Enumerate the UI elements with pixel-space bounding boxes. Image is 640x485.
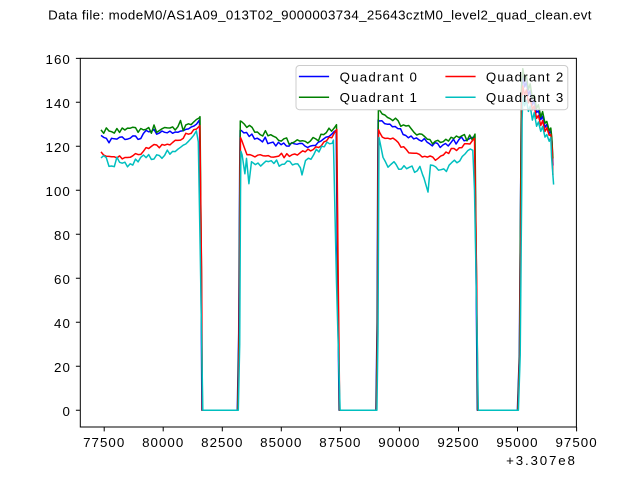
svg-text:95000: 95000 [496, 435, 538, 450]
svg-text:82500: 82500 [201, 435, 243, 450]
svg-text:Quadrant 3: Quadrant 3 [486, 90, 565, 105]
svg-text:60: 60 [54, 272, 71, 287]
svg-text:Quadrant 2: Quadrant 2 [486, 69, 565, 84]
svg-text:40: 40 [54, 316, 71, 331]
svg-text:85000: 85000 [260, 435, 302, 450]
svg-text:Quadrant 1: Quadrant 1 [340, 90, 419, 105]
svg-text:120: 120 [46, 140, 71, 155]
svg-text:77500: 77500 [83, 435, 125, 450]
svg-text:140: 140 [46, 96, 71, 111]
svg-text:Data file: modeM0/AS1A09_013T0: Data file: modeM0/AS1A09_013T02_90000037… [48, 7, 592, 22]
svg-text:0: 0 [62, 404, 70, 419]
svg-text:87500: 87500 [319, 435, 361, 450]
svg-text:80000: 80000 [142, 435, 184, 450]
svg-text:+3.307e8: +3.307e8 [506, 453, 577, 468]
svg-text:100: 100 [46, 184, 71, 199]
svg-text:97500: 97500 [555, 435, 597, 450]
svg-text:20: 20 [54, 360, 71, 375]
svg-text:80: 80 [54, 228, 71, 243]
svg-text:Quadrant 0: Quadrant 0 [340, 69, 419, 84]
svg-text:92500: 92500 [437, 435, 479, 450]
svg-text:160: 160 [46, 52, 71, 67]
svg-text:90000: 90000 [378, 435, 420, 450]
